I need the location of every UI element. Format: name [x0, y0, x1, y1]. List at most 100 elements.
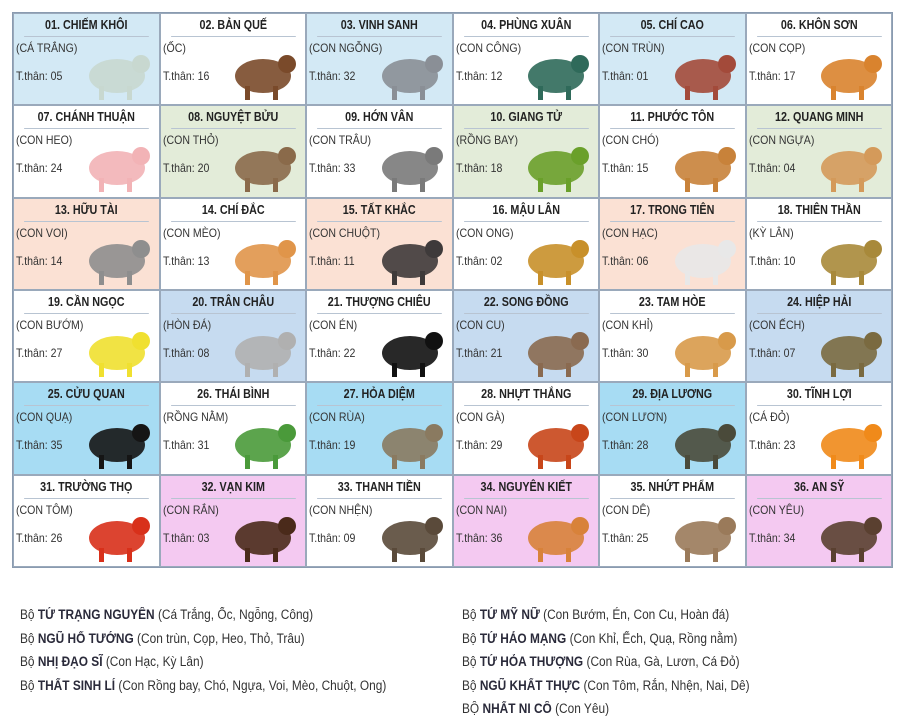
tthan-number: T.thân: 01	[602, 69, 649, 83]
animal-cell: 32. VẠN KIM (CON RẮN) T.thân: 03	[159, 474, 306, 567]
animal-name: (CON TRÙN)	[602, 41, 665, 55]
swallow-icon	[381, 332, 443, 377]
group-members: (Con Rùa, Gà, Lươn, Cá Đỏ)	[586, 654, 740, 669]
animal-name: (CON TÔM)	[16, 502, 73, 517]
rat-icon	[381, 239, 443, 285]
tthan-number: T.thân: 13	[162, 253, 209, 268]
group-name: THẤT SINH LÍ	[37, 677, 116, 693]
tthan-number: T.thân: 17	[748, 69, 795, 83]
tthan-number: T.thân: 29	[455, 438, 502, 453]
animal-cell: 05. CHÍ CAO (CON TRÙN) T.thân: 01	[599, 13, 746, 106]
legend-group: Bộ NGŨ HỔ TƯỚNG (Con trùn, Cọp, Heo, Thỏ…	[20, 627, 386, 651]
group-prefix: Bộ	[462, 630, 477, 646]
animal-name: (RỒNG NẰM)	[162, 410, 228, 425]
group-name: NHỊ ĐẠO SĨ	[37, 654, 103, 669]
cell-title: 30. TĨNH LỢI	[756, 383, 881, 407]
animal-name: (CON NHỆN)	[309, 502, 373, 517]
animal-grid: 01. CHIẾM KHÔI (CÁ TRẮNG) T.thân: 05 02.…	[12, 12, 893, 568]
goose-icon	[381, 55, 443, 100]
shrimp-icon	[88, 516, 150, 562]
group-name: TỨ HỎA THƯỢNG	[479, 654, 584, 669]
animal-cell: 30. TĨNH LỢI (CÁ ĐỎ) T.thân: 23	[745, 382, 892, 475]
goldfish-icon	[821, 424, 882, 470]
rooster-icon	[528, 424, 589, 470]
animal-cell: 23. TAM HÒE (CON KHỈ) T.thân: 30	[599, 290, 746, 383]
animal-name: (CON ÉN)	[309, 318, 358, 332]
tthan-number: T.thân: 30	[602, 346, 649, 360]
animal-name: (CON CU)	[455, 318, 505, 332]
animal-name: (CON ONG)	[455, 225, 513, 240]
animal-cell: 27. HỎA DIỆM (CON RÙA) T.thân: 19	[306, 382, 453, 475]
animal-cell: 17. TRONG TIÊN (CON HẠC) T.thân: 06	[599, 197, 746, 290]
animal-name: (CON RẮN)	[162, 502, 219, 517]
cell-title: 16. MẬU LÂN	[463, 199, 588, 222]
tthan-number: T.thân: 24	[16, 161, 63, 176]
tthan-number: T.thân: 05	[16, 69, 63, 83]
group-name: TỨ TRẠNG NGUYÊN	[37, 607, 155, 622]
tthan-number: T.thân: 07	[748, 346, 795, 360]
legend-group: BỘ NHẤT NI CÔ (Con Yêu)	[462, 697, 750, 721]
animal-cell: 15. TẤT KHẮC (CON CHUỘT) T.thân: 11	[306, 197, 453, 290]
pig-icon	[88, 147, 150, 193]
legend-left: Bộ TỨ TRẠNG NGUYÊN (Cá Trắng, Ốc, Ngỗng,…	[20, 603, 436, 697]
crow-icon	[88, 424, 150, 470]
legend-group: Bộ TỨ HỎA THƯỢNG (Con Rùa, Gà, Lươn, Cá …	[462, 650, 750, 674]
animal-name: (KỲ LÂN)	[748, 225, 794, 240]
animal-cell: 04. PHÙNG XUÂN (CON CÔNG) T.thân: 12	[452, 13, 599, 106]
animal-cell: 35. NHỨT PHẨM (CON DÊ) T.thân: 25	[599, 474, 746, 567]
cell-title: 32. VẠN KIM	[170, 476, 295, 499]
cell-title: 10. GIANG TỬ	[463, 106, 588, 130]
cell-title: 13. HỮU TÀI	[24, 199, 149, 222]
cat-icon	[235, 239, 296, 285]
cell-title: 12. QUANG MINH	[756, 106, 881, 130]
deer-icon	[528, 516, 589, 562]
animal-name: (CON CÔNG)	[455, 41, 521, 55]
group-members: (Con trùn, Cọp, Heo, Thỏ, Trâu)	[137, 630, 305, 646]
tthan-number: T.thân: 02	[455, 253, 502, 268]
butterfly-icon	[88, 332, 150, 377]
cell-title: 05. CHÍ CAO	[610, 14, 735, 37]
tthan-number: T.thân: 35	[16, 438, 63, 453]
cell-title: 22. SONG ĐỒNG	[463, 291, 588, 314]
group-name: NGŨ KHẤT THỰC	[479, 677, 581, 693]
animal-name: (CON HEO)	[16, 133, 73, 148]
cell-title: 01. CHIẾM KHÔI	[24, 14, 149, 37]
animal-name: (ỐC)	[162, 41, 186, 55]
peacock-icon	[528, 55, 589, 100]
cell-title: 34. NGUYÊN KIẾT	[463, 476, 588, 499]
group-members: (Cá Trắng, Ốc, Ngỗng, Công)	[157, 607, 314, 622]
legend-group: Bộ NHỊ ĐẠO SĨ (Con Hạc, Kỳ Lân)	[20, 650, 386, 674]
tthan-number: T.thân: 04	[748, 161, 795, 176]
tthan-number: T.thân: 31	[162, 438, 209, 453]
animal-name: (CON LƯƠN)	[602, 410, 668, 425]
group-prefix: Bộ	[462, 607, 477, 622]
group-prefix: Bộ	[20, 654, 35, 669]
tthan-number: T.thân: 27	[16, 346, 63, 360]
animal-cell: 29. ĐỊA LƯƠNG (CON LƯƠN) T.thân: 28	[599, 382, 746, 475]
tthan-number: T.thân: 21	[455, 346, 502, 360]
group-members: (Con Khỉ, Ếch, Quạ, Rồng nằm)	[569, 630, 738, 646]
animal-cell: 31. TRƯỜNG THỌ (CON TÔM) T.thân: 26	[13, 474, 160, 567]
cell-title: 24. HIỆP HẢI	[756, 291, 881, 314]
animal-cell: 19. CẦN NGỌC (CON BƯỚM) T.thân: 27	[13, 290, 160, 383]
legend-right: Bộ TỨ MỸ NỮ (Con Bướm, Én, Con Cu, Hoàn …	[462, 603, 789, 721]
tthan-number: T.thân: 12	[455, 69, 502, 83]
animal-cell: 11. PHƯỚC TÔN (CON CHÓ) T.thân: 15	[599, 105, 746, 198]
group-name: TỨ MỸ NỮ	[479, 607, 540, 622]
group-name: TỨ HẢO MẠNG	[479, 630, 567, 646]
animal-cell: 13. HỮU TÀI (CON VOI) T.thân: 14	[13, 197, 160, 290]
tthan-number: T.thân: 19	[309, 438, 356, 453]
animal-name: (CON MÈO)	[162, 225, 220, 240]
animal-name: (CON NGỰA)	[748, 133, 814, 148]
animal-cell: 07. CHÁNH THUẬN (CON HEO) T.thân: 24	[13, 105, 160, 198]
cell-title: 33. THANH TIỀN	[317, 476, 442, 499]
tthan-number: T.thân: 26	[16, 530, 63, 545]
animal-cell: 25. CỬU QUAN (CON QUẠ) T.thân: 35	[13, 382, 160, 475]
animal-cell: 24. HIỆP HẢI (CON ẾCH) T.thân: 07	[745, 290, 892, 383]
animal-cell: 16. MẬU LÂN (CON ONG) T.thân: 02	[452, 197, 599, 290]
cell-title: 28. NHỰT THẮNG	[463, 383, 588, 407]
cell-title: 31. TRƯỜNG THỌ	[24, 476, 149, 499]
tthan-number: T.thân: 06	[602, 253, 649, 268]
tthan-number: T.thân: 34	[748, 530, 795, 545]
animal-name: (CON GÀ)	[455, 410, 505, 425]
